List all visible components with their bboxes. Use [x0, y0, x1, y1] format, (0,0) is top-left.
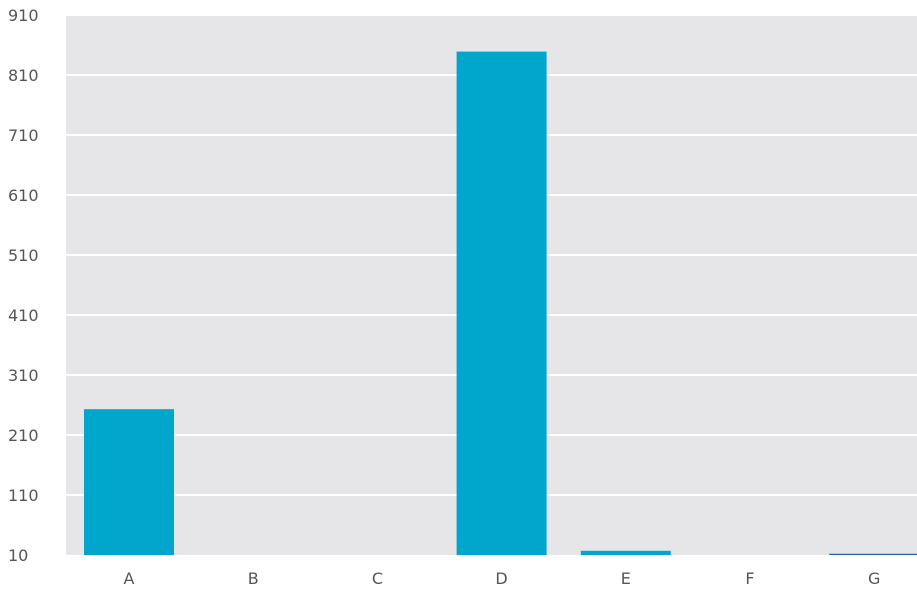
y-tick-label: 610 — [8, 186, 39, 205]
x-tick-label: F — [745, 569, 754, 588]
y-tick-label: 10 — [8, 546, 28, 565]
bar-a — [84, 409, 174, 555]
y-tick-label: 310 — [8, 366, 39, 385]
y-tick-label: 410 — [8, 306, 39, 325]
y-tick-label: 110 — [8, 486, 39, 505]
x-tick-label: G — [868, 569, 880, 588]
x-tick-label: B — [248, 569, 259, 588]
y-tick-label: 210 — [8, 426, 39, 445]
y-tick-label: 710 — [8, 126, 39, 145]
bars — [84, 51, 917, 555]
y-axis-ticks: 10 110 210 310 410 510 610 710 810 910 — [8, 6, 39, 565]
bar-e — [580, 550, 671, 555]
y-tick-label: 510 — [8, 246, 39, 265]
x-tick-label: D — [495, 569, 507, 588]
x-axis-ticks: A B C D E F G — [124, 569, 881, 588]
x-tick-label: A — [124, 569, 135, 588]
y-tick-label: 810 — [8, 66, 39, 85]
bar-d — [456, 51, 547, 555]
bar-g — [829, 553, 917, 555]
x-tick-label: E — [621, 569, 631, 588]
x-tick-label: C — [372, 569, 383, 588]
y-tick-label: 910 — [8, 6, 39, 25]
